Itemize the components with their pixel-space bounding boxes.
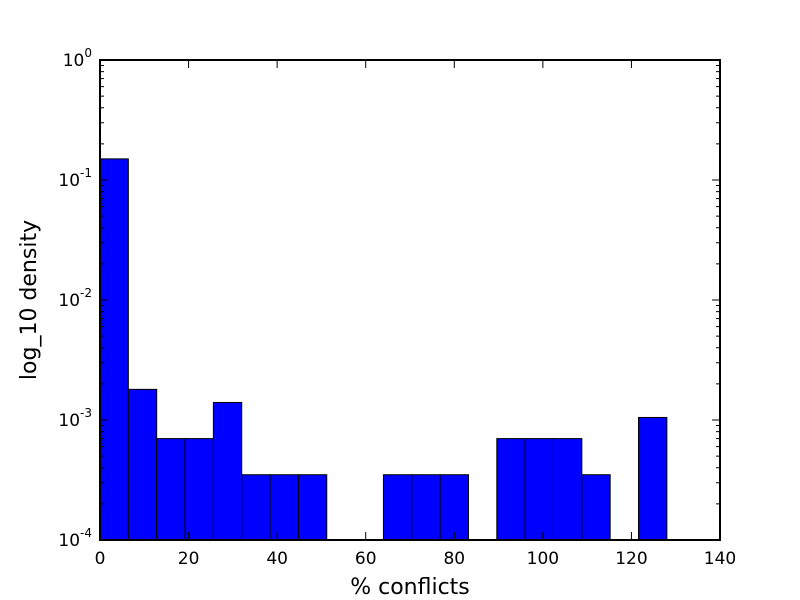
x-tick-label: 40: [266, 549, 288, 569]
x-axis-title: % conflicts: [350, 575, 470, 600]
histogram-bar: [382, 474, 413, 541]
histogram-bar: [241, 474, 271, 541]
y-tick-label: 10-3: [58, 406, 92, 431]
x-tick-label: 120: [615, 549, 647, 569]
x-tick-label: 60: [355, 549, 377, 569]
x-tick-label: 80: [443, 549, 465, 569]
y-tick-label: 10-1: [58, 166, 92, 191]
x-tick-label: 0: [95, 549, 106, 569]
histogram-bar: [127, 388, 158, 541]
x-tick-label: 100: [527, 549, 559, 569]
histogram-bar: [581, 474, 611, 541]
histogram-bar: [99, 158, 129, 541]
plot-frame: [99, 59, 721, 541]
histogram-bar: [184, 438, 214, 541]
histogram-bar: [439, 474, 469, 541]
histogram-bar: [269, 474, 299, 541]
histogram-bar: [297, 474, 328, 541]
histogram-bar: [638, 416, 668, 541]
histogram-bar: [496, 438, 526, 541]
y-tick-label: 10-2: [58, 286, 92, 311]
x-tick-label: 140: [704, 549, 736, 569]
tick-labels-group: 0 20 40 60 80 100 120 140 10-4 10-3 10-2 10-1 100: [58, 46, 736, 569]
histogram-bar: [156, 438, 186, 541]
histogram-bar: [411, 474, 441, 541]
bars-group: [99, 158, 668, 541]
histogram-bar: [524, 438, 554, 541]
y-tick-label: 10-4: [58, 526, 92, 551]
x-tick-label: 20: [178, 549, 200, 569]
y-tick-label: 100: [63, 46, 92, 71]
y-axis-title: log_10 density: [17, 220, 42, 380]
histogram-bar: [212, 401, 243, 541]
histogram-bar: [552, 438, 583, 541]
